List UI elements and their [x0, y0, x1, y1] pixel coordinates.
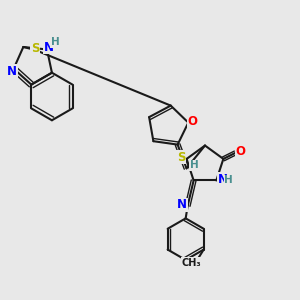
Text: S: S: [31, 42, 40, 55]
Text: CH₃: CH₃: [181, 258, 201, 268]
Text: H: H: [51, 37, 60, 47]
Text: O: O: [236, 145, 246, 158]
Text: N: N: [44, 40, 53, 54]
Text: H: H: [224, 176, 233, 185]
Text: S: S: [177, 151, 185, 164]
Text: N: N: [7, 64, 17, 78]
Text: N: N: [177, 198, 187, 212]
Text: H: H: [190, 160, 198, 170]
Text: N: N: [218, 172, 228, 185]
Text: O: O: [188, 115, 198, 128]
